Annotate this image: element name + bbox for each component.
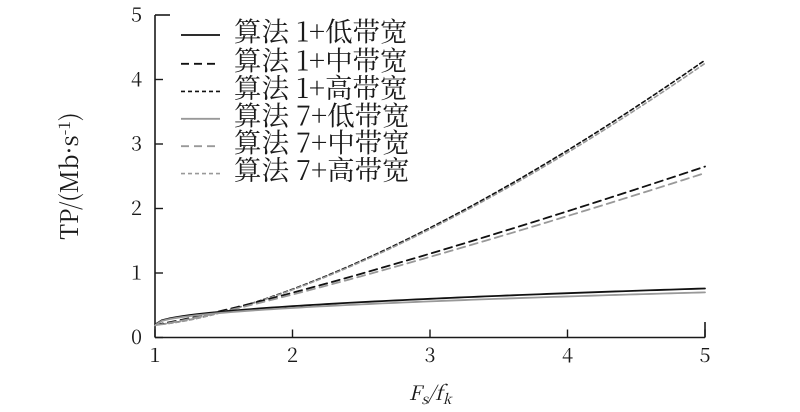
svg-text:算法 7+高带宽: 算法 7+高带宽 <box>234 148 410 188</box>
svg-text:4: 4 <box>131 63 142 92</box>
svg-text:2: 2 <box>131 192 142 221</box>
svg-text:0: 0 <box>131 321 142 350</box>
svg-text:3: 3 <box>425 339 436 368</box>
svg-text:2: 2 <box>287 339 298 368</box>
svg-text:1: 1 <box>131 257 142 286</box>
svg-text:5: 5 <box>700 339 711 368</box>
svg-text:1: 1 <box>150 339 161 368</box>
svg-text:3: 3 <box>131 128 142 157</box>
svg-text:5: 5 <box>131 0 142 28</box>
svg-text:4: 4 <box>562 339 573 368</box>
